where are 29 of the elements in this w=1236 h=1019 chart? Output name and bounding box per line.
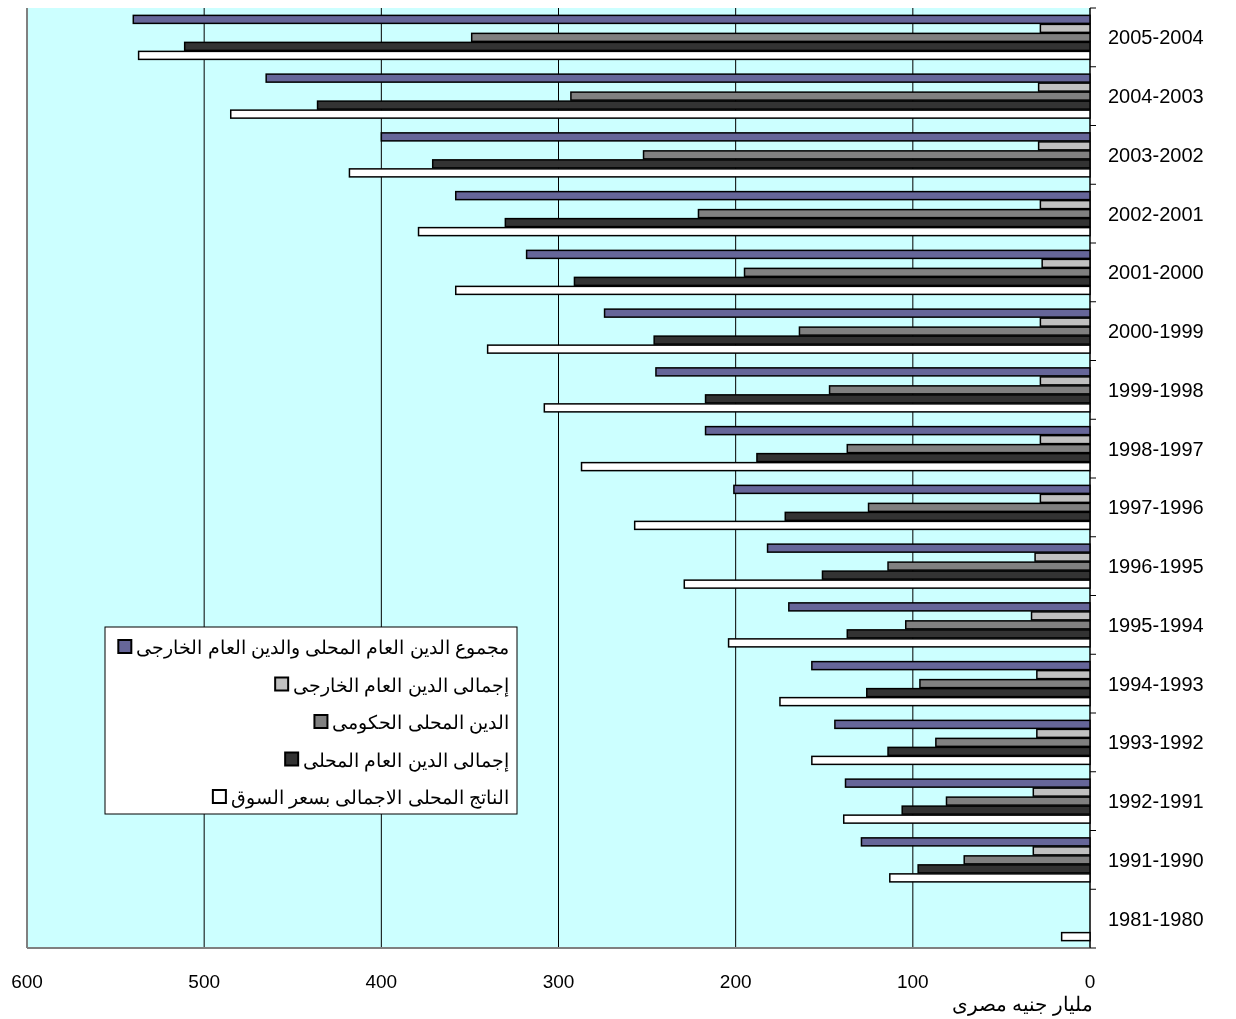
y-tick-label: 1993-1992 — [1108, 731, 1204, 754]
legend-label: الدين المحلى الحكومى — [332, 712, 509, 734]
y-tick-label: 1999-1998 — [1108, 378, 1204, 401]
y-tick-label: 1981-1980 — [1108, 907, 1204, 930]
x-tick-label: 400 — [365, 971, 398, 992]
x-axis-title: مليار جنيه مصرى — [951, 993, 1093, 1016]
x-tick-label: 600 — [11, 971, 43, 992]
y-tick-label: 2001-2000 — [1108, 261, 1204, 284]
x-tick-label: 200 — [719, 971, 752, 992]
y-tick-label: 2005-2004 — [1108, 26, 1204, 49]
x-tick-label: 500 — [188, 971, 221, 992]
y-tick-label: 1991-1990 — [1108, 848, 1204, 871]
y-tick-label: 1994-1993 — [1108, 672, 1204, 695]
legend-label: إجمالى الدين العام الخارجى — [293, 674, 509, 697]
legend-label: إجمالى الدين العام المحلى — [303, 749, 509, 772]
y-tick-label: 1996-1995 — [1108, 555, 1204, 578]
y-tick-label: 1992-1991 — [1108, 790, 1204, 813]
x-tick-label: 300 — [542, 971, 575, 992]
y-tick-label: 2000-1999 — [1108, 320, 1204, 343]
x-tick-label: 100 — [896, 971, 929, 992]
y-tick-label: 1998-1997 — [1108, 437, 1204, 460]
y-tick-label: 2004-2003 — [1108, 85, 1204, 108]
y-tick-label: 2003-2002 — [1108, 143, 1204, 166]
legend-label: الناتج المحلى الاجمالى بسعر السوق — [230, 787, 509, 809]
legend-label: مجموع الدين العام المحلى والدين العام الخارجى — [136, 637, 509, 659]
x-tick-label: 0 — [1084, 971, 1096, 992]
y-tick-label: 2002-2001 — [1108, 202, 1204, 225]
y-tick-label: 1997-1996 — [1108, 496, 1204, 519]
y-tick-label: 1995-1994 — [1108, 613, 1204, 636]
